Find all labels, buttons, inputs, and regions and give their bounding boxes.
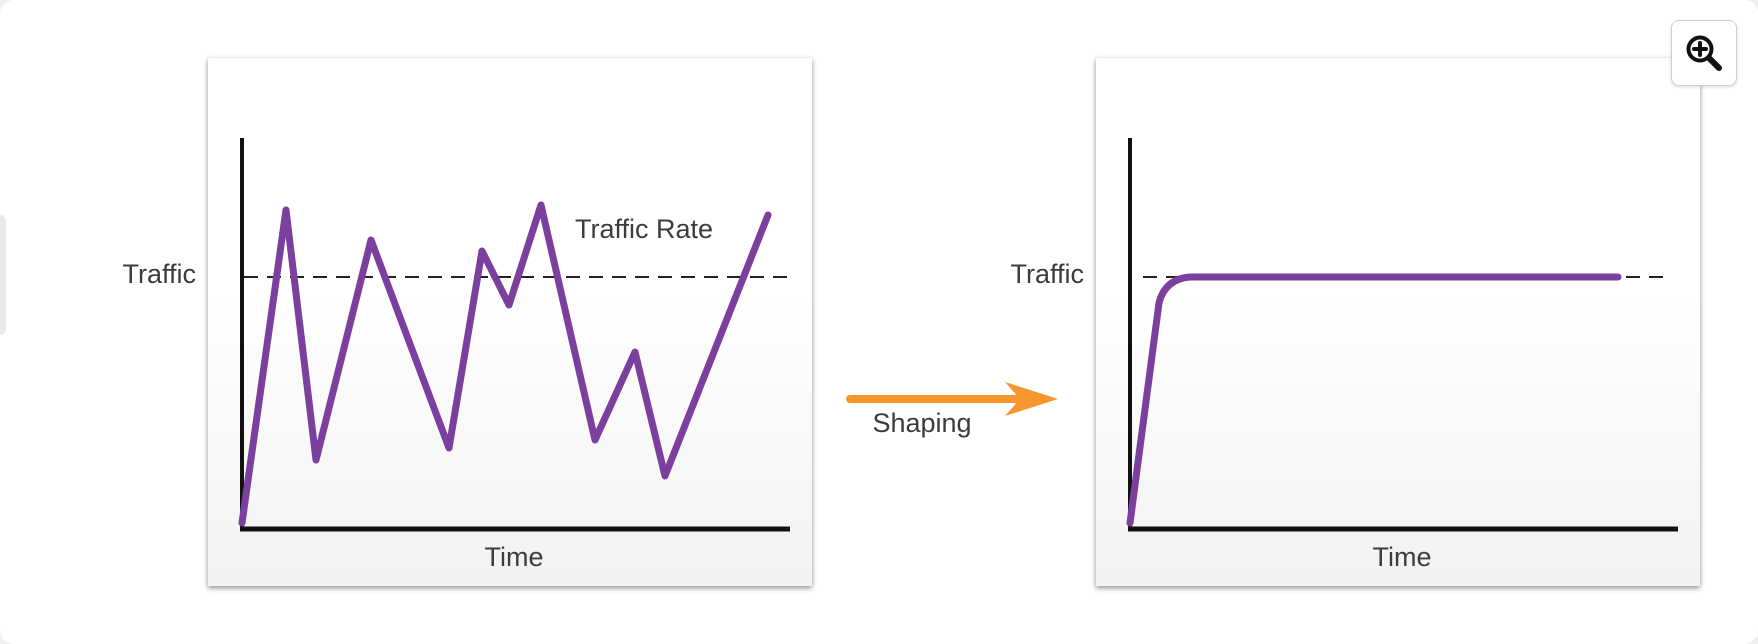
right-traffic-line <box>1126 273 1622 527</box>
left-y-axis-label: Traffic <box>122 259 196 289</box>
zoom-in-icon <box>1686 35 1722 71</box>
right-x-axis-label: Time <box>1373 542 1432 572</box>
right-chart-panel <box>1096 58 1700 586</box>
left-traffic-line <box>238 201 772 527</box>
right-y-axis-label: Traffic <box>1010 259 1084 289</box>
traffic-rate-label: Traffic Rate <box>575 214 713 244</box>
shaping-label: Shaping <box>872 408 971 438</box>
left-chart-panel <box>208 58 812 586</box>
right-chart: Traffic Time <box>1010 138 1678 572</box>
left-x-axis-label: Time <box>485 542 544 572</box>
side-tab <box>0 215 6 335</box>
left-chart: Traffic Time Traffic Rate <box>122 138 795 572</box>
zoom-button[interactable] <box>1671 20 1737 86</box>
arrow-head <box>1005 382 1058 416</box>
shaping-arrow: Shaping <box>846 382 1058 438</box>
